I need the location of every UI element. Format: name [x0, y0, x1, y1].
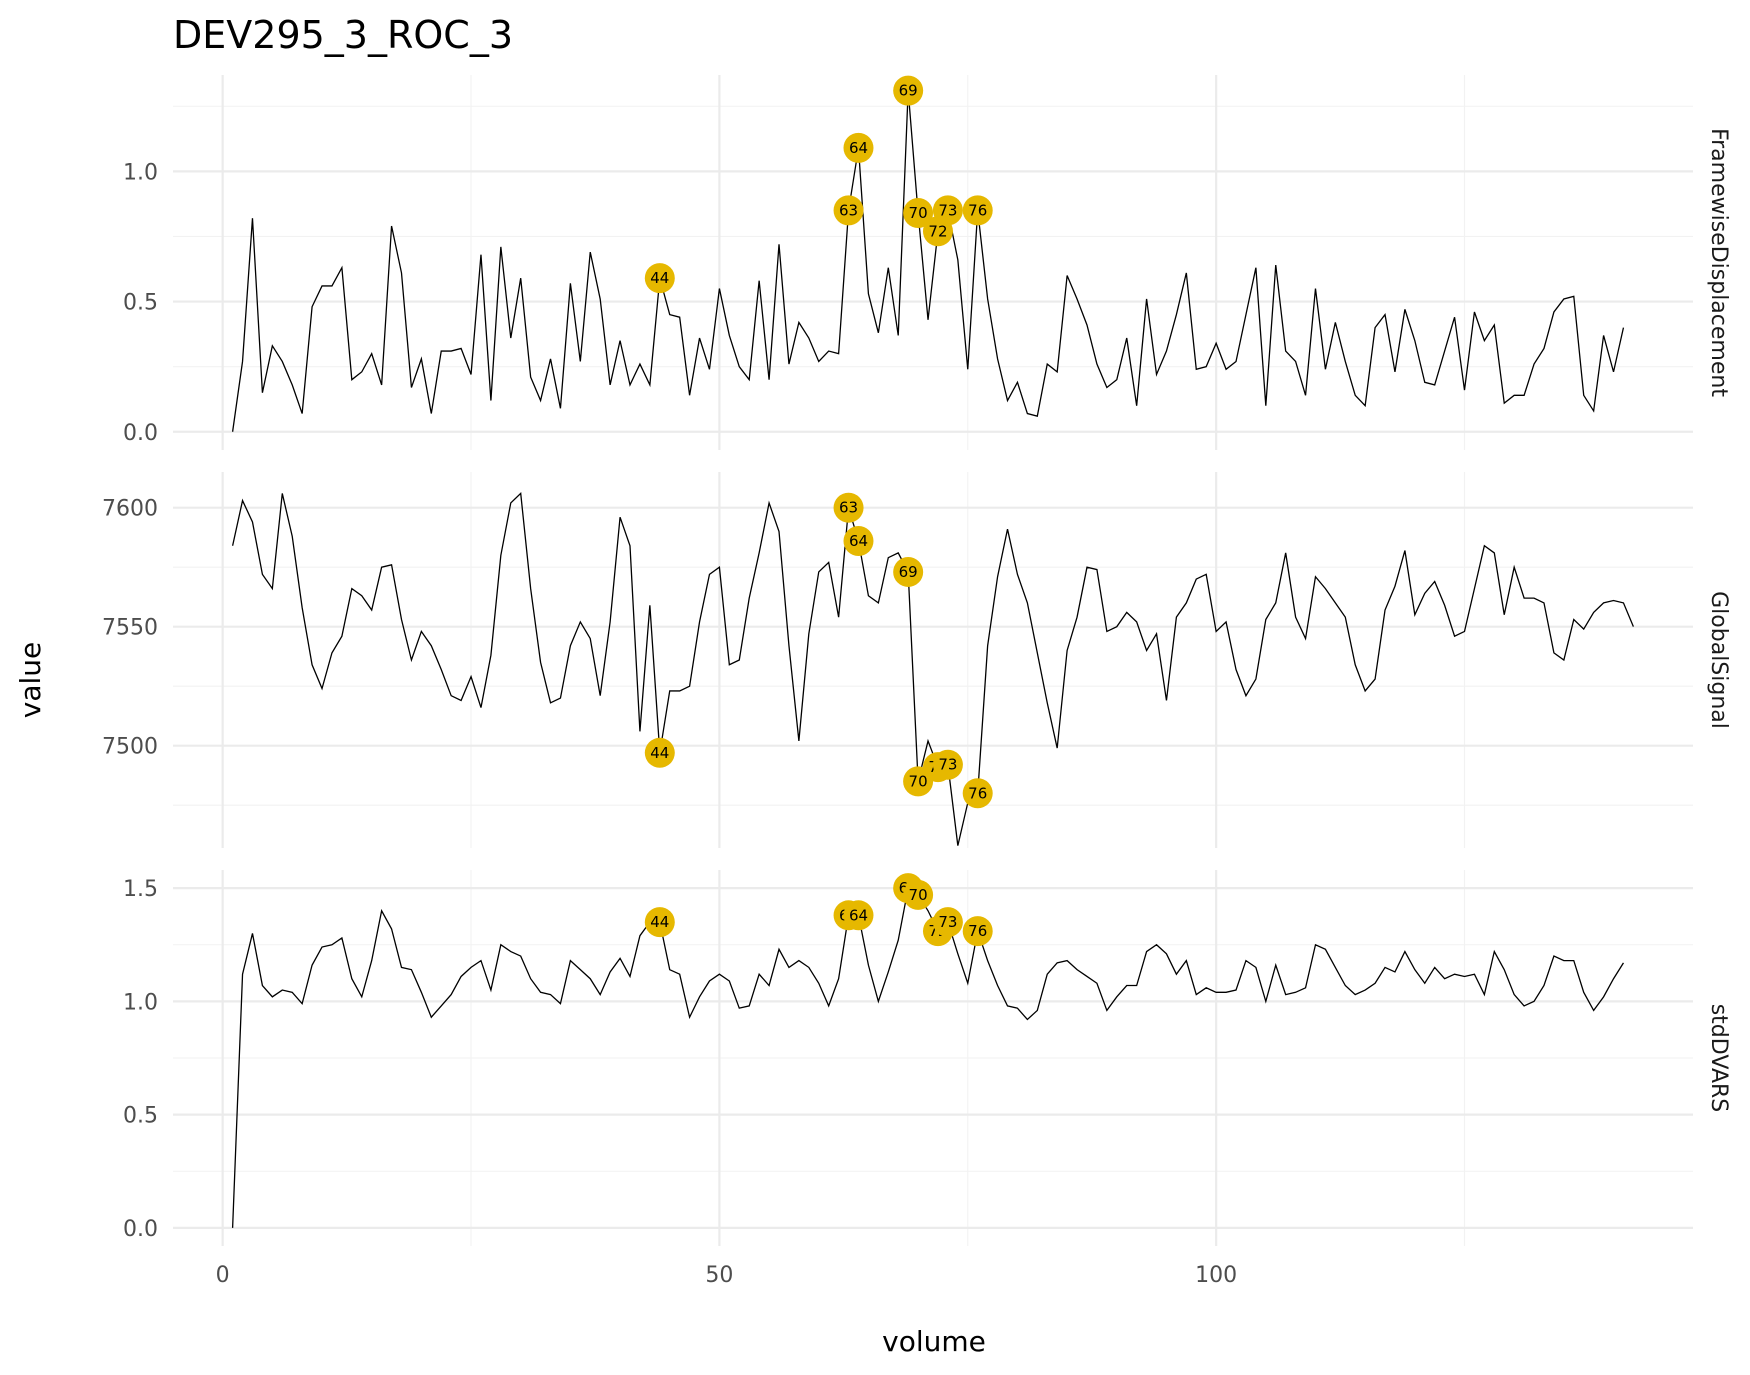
highlight-point	[932, 907, 963, 938]
highlight-label: 73	[938, 913, 957, 931]
facet-stdDVARS: 0.00.51.01.5stdDVARS4463646970727376	[123, 870, 1731, 1246]
highlight-point	[932, 749, 963, 780]
series-line-stdDVARS	[231, 887, 1625, 1228]
highlight-label: 76	[968, 201, 987, 219]
highlight-point	[893, 556, 924, 587]
highlight-point	[962, 778, 993, 809]
y-tick-label: 1.0	[123, 160, 158, 185]
highlight-point	[644, 737, 675, 768]
y-tick-label: 0.5	[123, 291, 158, 316]
y-axis-title: value	[14, 642, 47, 718]
x-tick-label: 0	[216, 1263, 230, 1288]
y-tick-label: 7600	[102, 497, 158, 522]
y-tick-label: 1.0	[123, 990, 158, 1015]
facet-FramewiseDisplacement: 0.0 0.5 1.0 FramewiseDisplacement 44 63 64 69 70…	[123, 75, 1731, 450]
highlight-label: 64	[849, 906, 868, 924]
highlight-label: 70	[909, 772, 928, 790]
highlight-point	[644, 907, 675, 938]
highlight-point	[932, 195, 963, 226]
y-tick-label: 0.5	[123, 1104, 158, 1129]
facet-strip-label: FramewiseDisplacement	[1706, 128, 1731, 397]
series-line-GlobalSignal	[231, 492, 1634, 846]
highlight-point	[893, 75, 924, 106]
facet-strip-label: stdDVARS	[1706, 1004, 1731, 1113]
highlight-point	[843, 132, 874, 163]
highlight-label: 69	[899, 563, 918, 581]
y-tick-label: 7550	[102, 616, 158, 641]
highlight-label: 44	[650, 913, 669, 931]
highlight-label: 70	[909, 886, 928, 904]
highlight-point	[843, 526, 874, 557]
y-tick-label: 0.0	[123, 1217, 158, 1242]
x-tick-label: 50	[705, 1263, 733, 1288]
highlight-label: 73	[938, 201, 957, 219]
highlight-label: 63	[839, 201, 858, 219]
highlight-label: 73	[938, 756, 957, 774]
highlight-point	[644, 263, 675, 294]
y-tick-label: 0.0	[123, 421, 158, 446]
highlight-label: 44	[650, 744, 669, 762]
highlight-label: 70	[909, 204, 928, 222]
facet-strip-label: GlobalSignal	[1706, 591, 1731, 729]
x-tick-label: 100	[1195, 1263, 1237, 1288]
highlight-point	[903, 879, 934, 910]
highlight-label: 72	[928, 222, 947, 240]
highlight-label: 63	[839, 499, 858, 517]
series-line-FramewiseDisplacement	[231, 90, 1625, 432]
highlight-label: 44	[650, 269, 669, 287]
highlight-label: 76	[968, 784, 987, 802]
facet-panels: 0.0 0.5 1.0 FramewiseDisplacement 44 63 64 69 70…	[102, 75, 1731, 1246]
highlight-point	[843, 900, 874, 931]
highlight-point	[903, 198, 934, 229]
highlight-label: 69	[899, 82, 918, 100]
x-axis-ticks: 0 50 100	[216, 1263, 1237, 1288]
y-tick-label: 7500	[102, 735, 158, 760]
highlight-label: 64	[849, 139, 868, 157]
y-tick-label: 1.5	[123, 877, 158, 902]
highlight-point	[833, 195, 864, 226]
highlight-label: 64	[849, 532, 868, 550]
x-axis-title: volume	[882, 1325, 986, 1358]
highlight-point	[833, 492, 864, 523]
highlight-label: 76	[968, 922, 987, 940]
highlight-point	[962, 195, 993, 226]
highlight-point	[962, 916, 993, 947]
chart-title: DEV295_3_ROC_3	[173, 13, 513, 57]
facet-GlobalSignal: 750075507600GlobalSignal4463646970727376	[102, 472, 1731, 848]
